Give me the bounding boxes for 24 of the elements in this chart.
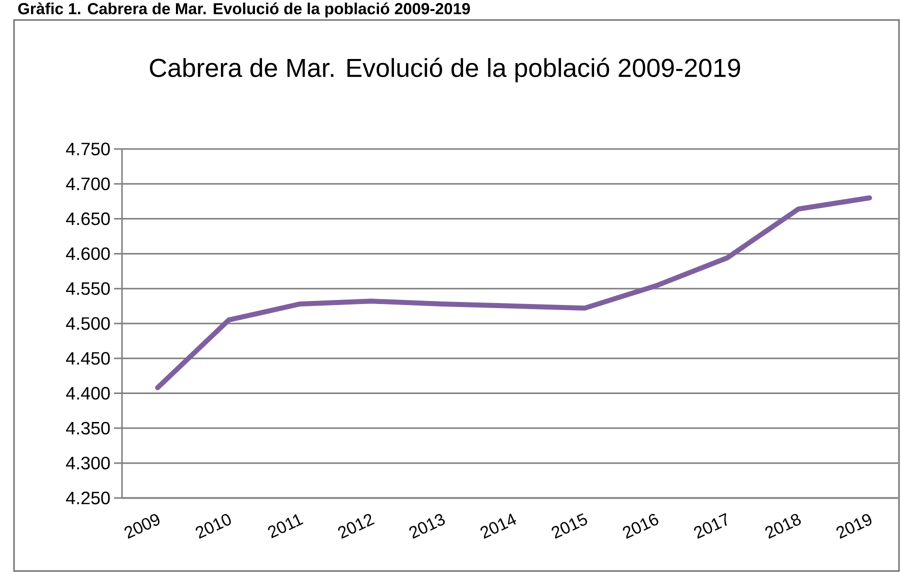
text: Gràfic 1. Cabrera de Mar. Evolució de la població 2009-2019 <box>18 2 470 18</box>
y-tick-label: 4.550 <box>66 282 110 295</box>
x-tick-label: 2011 <box>268 514 304 538</box>
x-tick-label: 2009 <box>124 514 160 539</box>
x-tick-label: 2016 <box>622 514 658 539</box>
y-tick-label: 4.350 <box>66 422 110 435</box>
y-tick-label: 4.600 <box>66 247 110 260</box>
y-tick-label: 4.300 <box>66 456 110 470</box>
x-tick-label: 2019 <box>836 514 872 539</box>
x-tick-label: 2012 <box>338 514 375 539</box>
chart-title: Cabrera de Mar. Evolució de la població 2009-2019 <box>150 58 740 82</box>
x-tick-label: 2014 <box>480 514 516 539</box>
x-tick-label: 2010 <box>196 514 231 539</box>
x-tick-label: 2015 <box>552 513 588 539</box>
y-tick-label: 4.400 <box>66 386 110 400</box>
y-tick-label: 4.450 <box>66 352 110 365</box>
x-tick-label: 2018 <box>765 514 801 539</box>
x-tick-label: 2013 <box>409 514 445 539</box>
y-tick-label: 4.500 <box>66 317 110 330</box>
y-tick-label: 4.700 <box>66 178 110 190</box>
y-tick-label: 4.650 <box>66 212 110 226</box>
y-tick-label: 4.250 <box>66 492 110 504</box>
y-tick-label: 4.750 <box>66 142 110 156</box>
x-tick-label: 2017 <box>694 512 727 539</box>
